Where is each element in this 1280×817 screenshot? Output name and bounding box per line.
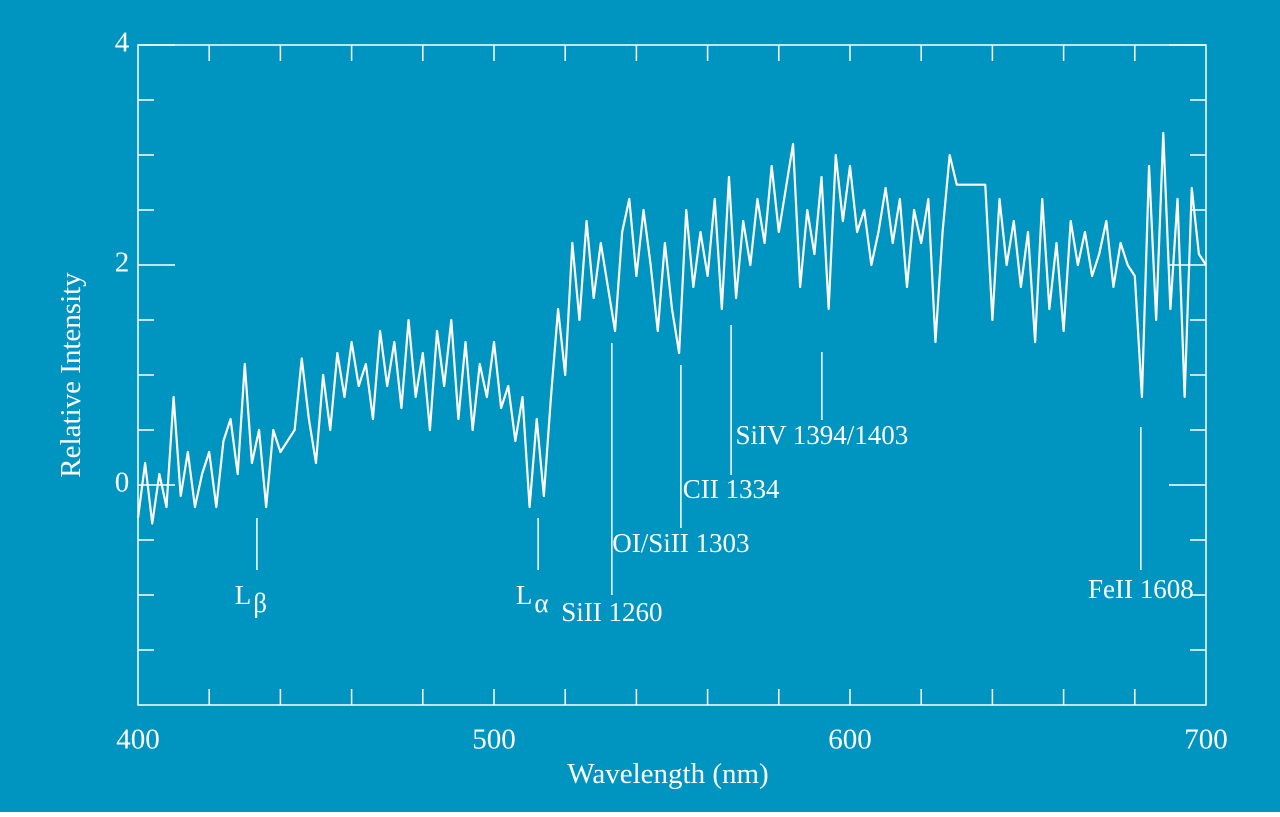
annotation-text: SiIV 1394/1403	[735, 420, 908, 450]
annotation-text: OI/SiII 1303	[612, 528, 749, 558]
annotation-text: CII 1334	[683, 474, 780, 504]
spectrum-line	[136, 131, 1207, 525]
annotation-label: Lα	[516, 580, 549, 618]
x-tick-label: 600	[828, 724, 872, 756]
annotation-label: SiIV 1394/1403	[735, 420, 908, 450]
annotation-subscript: β	[253, 588, 267, 618]
annotation-label: FeII 1608	[1088, 574, 1194, 604]
y-axis-label: Relative Intensity	[55, 272, 87, 478]
annotation-label: CII 1334	[683, 474, 780, 504]
x-tick-label: 500	[472, 724, 516, 756]
x-axis-label: Wavelength (nm)	[567, 758, 768, 790]
annotation-text: FeII 1608	[1088, 574, 1194, 604]
annotation-text: L	[516, 580, 533, 610]
annotation-text: L	[235, 580, 252, 610]
annotation-label: Lβ	[235, 580, 267, 618]
annotation-text: SiII 1260	[561, 597, 662, 627]
annotation-label: OI/SiII 1303	[612, 528, 749, 558]
x-tick-label: 700	[1184, 724, 1228, 756]
annotation-subscript: α	[534, 588, 548, 618]
annotation-label: SiII 1260	[561, 597, 662, 627]
x-tick-label: 400	[116, 724, 160, 756]
y-tick-label: 0	[115, 467, 130, 499]
y-tick-label: 4	[115, 27, 130, 59]
y-tick-label: 2	[115, 247, 130, 279]
